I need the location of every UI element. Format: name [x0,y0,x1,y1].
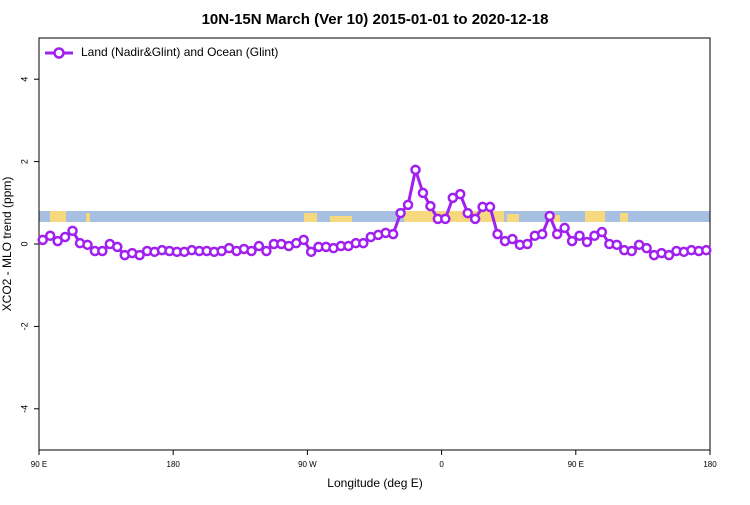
data-point [305,246,317,258]
x-tick-label: 0 [439,460,444,469]
data-point [611,239,623,251]
data-point [97,245,108,257]
data-point [663,249,675,261]
data-point [402,199,414,211]
data-point [522,238,533,250]
data-point [626,245,637,257]
data-point [67,225,78,237]
y-tick-label: -4 [19,405,29,413]
y-tick-label: -2 [19,322,29,330]
legend-label: Land (Nadir&Glint) and Ocean (Glint) [81,45,278,59]
data-point [417,187,429,199]
land-ocean-band [39,211,710,222]
x-tick-label: 90 E [31,460,47,469]
x-tick-label: 180 [703,460,717,469]
data-point [37,234,48,246]
data-point [253,240,265,252]
data-point [544,210,555,222]
data-point [246,245,257,257]
y-tick-label: 4 [19,77,29,82]
y-tick-label: 0 [19,241,29,246]
data-point [484,201,496,213]
x-tick-label: 180 [167,460,181,469]
data-point [410,164,421,176]
x-tick-label: 90 E [568,460,584,469]
data-point [387,228,399,240]
data-point [701,244,712,256]
data-point [82,239,93,251]
data-point [298,234,309,246]
data-point [641,242,652,254]
y-axis-label: XCO2 - MLO trend (ppm) [0,177,14,312]
data-point [440,213,451,225]
data-point [425,200,436,212]
data-point [559,222,570,234]
data-point [469,213,481,225]
data-point [395,207,406,219]
x-axis-label: Longitude (deg E) [327,476,422,490]
data-point [112,241,123,253]
data-point [454,188,466,200]
data-point [44,230,56,242]
chart-title: 10N-15N March (Ver 10) 2015-01-01 to 202… [202,11,549,28]
data-point [358,237,369,249]
legend-marker [53,47,65,59]
data-point [596,226,608,238]
data-point [581,236,593,248]
data-point [492,228,503,240]
data-point [261,245,272,257]
data-point [59,231,71,243]
data-point [551,228,563,240]
data-point [507,233,518,245]
data-point [537,228,548,240]
y-tick-label: 2 [19,159,29,164]
data-point [462,207,473,219]
data-point [566,235,578,247]
x-tick-label: 90 W [298,460,317,469]
data-point [574,230,585,242]
data-point [52,235,63,247]
data-point [134,249,145,261]
